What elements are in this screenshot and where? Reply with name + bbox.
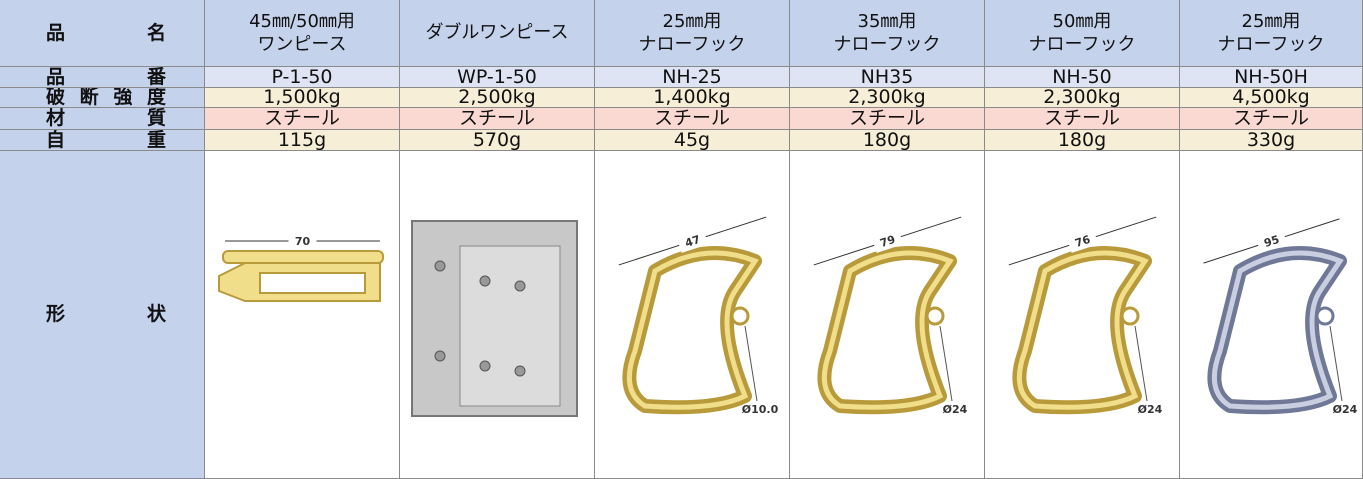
strength-cell: 2,300kg bbox=[985, 88, 1180, 108]
dimension-group: 70 bbox=[225, 232, 380, 249]
code-cell: NH-50H bbox=[1180, 67, 1363, 88]
row-label: 材質 bbox=[0, 108, 205, 130]
dimension-label: 70 bbox=[295, 235, 311, 248]
row-label: 形状 bbox=[0, 151, 205, 479]
row-label-text: 形状 bbox=[46, 303, 166, 326]
weight-cell: 180g bbox=[790, 130, 985, 151]
material-cell: スチール bbox=[1180, 108, 1363, 130]
diameter-label: Ø24 bbox=[1333, 403, 1358, 416]
dimension-label: 95 bbox=[1262, 232, 1281, 249]
label-bg bbox=[676, 228, 709, 253]
code-cell: P-1-50 bbox=[205, 67, 400, 88]
row-label-text: 破断強度 bbox=[46, 88, 166, 108]
row-label: 自重 bbox=[0, 130, 205, 151]
product-image: 95 Ø24 bbox=[1203, 217, 1358, 416]
hook bbox=[622, 245, 762, 414]
rivet bbox=[479, 275, 491, 286]
rivet bbox=[514, 280, 526, 291]
weight-cell: 45g bbox=[595, 130, 790, 151]
shape-cell: 70 bbox=[205, 151, 400, 479]
leader-line bbox=[744, 325, 758, 401]
hook-shine bbox=[1016, 250, 1149, 410]
product-image: 70 bbox=[218, 232, 384, 302]
label-bg bbox=[871, 228, 904, 253]
material-cell: スチール bbox=[400, 108, 595, 130]
label-bg bbox=[1255, 228, 1288, 253]
row-label: 破断強度 bbox=[0, 88, 205, 108]
dimension-group: 95 bbox=[1203, 217, 1340, 264]
product-image: 79 Ø24 bbox=[813, 216, 968, 416]
row-label-text: 自重 bbox=[46, 130, 166, 151]
hook bbox=[1207, 245, 1347, 414]
code-cell: NH-50 bbox=[985, 67, 1180, 88]
rivet bbox=[434, 350, 446, 361]
material-cell: スチール bbox=[985, 108, 1180, 130]
diameter-label: Ø24 bbox=[1138, 403, 1163, 416]
name-cell: 25㎜用 ナローフック bbox=[1180, 0, 1363, 67]
name-cell: 25㎜用 ナローフック bbox=[595, 0, 790, 67]
shape-cell: 47 Ø10.0 bbox=[595, 151, 790, 479]
buckle-bar bbox=[222, 249, 384, 264]
leader-line bbox=[939, 325, 953, 401]
leader-line bbox=[1329, 325, 1343, 401]
hole bbox=[1315, 306, 1335, 325]
dimension-group: 79 bbox=[813, 216, 962, 265]
name-cell: 35㎜用 ナローフック bbox=[790, 0, 985, 67]
weight-cell: 115g bbox=[205, 130, 400, 151]
weight-cell: 330g bbox=[1180, 130, 1363, 151]
hook-shine bbox=[626, 250, 759, 410]
hole bbox=[730, 306, 750, 325]
shape-cell: 95 Ø24 bbox=[1180, 151, 1363, 479]
shape-cell: 76 Ø24 bbox=[985, 151, 1180, 479]
strength-cell: 4,500kg bbox=[1180, 88, 1363, 108]
hook-shine bbox=[821, 250, 954, 410]
strength-cell: 1,400kg bbox=[595, 88, 790, 108]
hook-shine bbox=[1211, 250, 1344, 410]
name-cell: ダブルワンピース bbox=[400, 0, 595, 67]
row-label-text: 品名 bbox=[46, 21, 166, 44]
weight-cell: 570g bbox=[400, 130, 595, 151]
hole bbox=[925, 306, 945, 325]
dimension-label: 47 bbox=[683, 232, 702, 249]
row-label: 品番 bbox=[0, 67, 205, 88]
material-cell: スチール bbox=[205, 108, 400, 130]
diameter-label: Ø24 bbox=[943, 403, 968, 416]
material-cell: スチール bbox=[595, 108, 790, 130]
buckle-body bbox=[218, 261, 381, 302]
product-image: 47 Ø10.0 bbox=[618, 216, 779, 416]
leader-line bbox=[1134, 325, 1148, 401]
rivet bbox=[434, 260, 446, 271]
code-cell: NH-25 bbox=[595, 67, 790, 88]
material-cell: スチール bbox=[790, 108, 985, 130]
row-label-text: 材質 bbox=[46, 108, 166, 130]
name-cell: 45㎜/50㎜用 ワンピース bbox=[205, 0, 400, 67]
hook bbox=[1012, 245, 1152, 414]
rivet bbox=[479, 360, 491, 371]
row-label-text: 品番 bbox=[46, 67, 166, 88]
hook bbox=[817, 245, 957, 414]
code-cell: WP-1-50 bbox=[400, 67, 595, 88]
row-label: 品名 bbox=[0, 0, 205, 67]
name-cell: 50㎜用 ナローフック bbox=[985, 0, 1180, 67]
dimension-label: 76 bbox=[1073, 232, 1092, 249]
strength-cell: 2,500kg bbox=[400, 88, 595, 108]
dimension-group: 76 bbox=[1008, 216, 1157, 265]
label-bg bbox=[1066, 228, 1099, 253]
rivet bbox=[514, 365, 526, 376]
strength-cell: 1,500kg bbox=[205, 88, 400, 108]
plate-face bbox=[459, 245, 561, 406]
dimension-group: 47 bbox=[618, 216, 767, 265]
diameter-label: Ø10.0 bbox=[742, 403, 779, 416]
strength-cell: 2,300kg bbox=[790, 88, 985, 108]
weight-cell: 180g bbox=[985, 130, 1180, 151]
shape-cell bbox=[400, 151, 595, 479]
label-bg bbox=[288, 232, 317, 249]
code-cell: NH35 bbox=[790, 67, 985, 88]
product-image bbox=[411, 219, 578, 417]
product-image: 76 Ø24 bbox=[1008, 216, 1163, 416]
shape-cell: 79 Ø24 bbox=[790, 151, 985, 479]
hole bbox=[1120, 306, 1140, 325]
dimension-label: 79 bbox=[878, 232, 897, 249]
